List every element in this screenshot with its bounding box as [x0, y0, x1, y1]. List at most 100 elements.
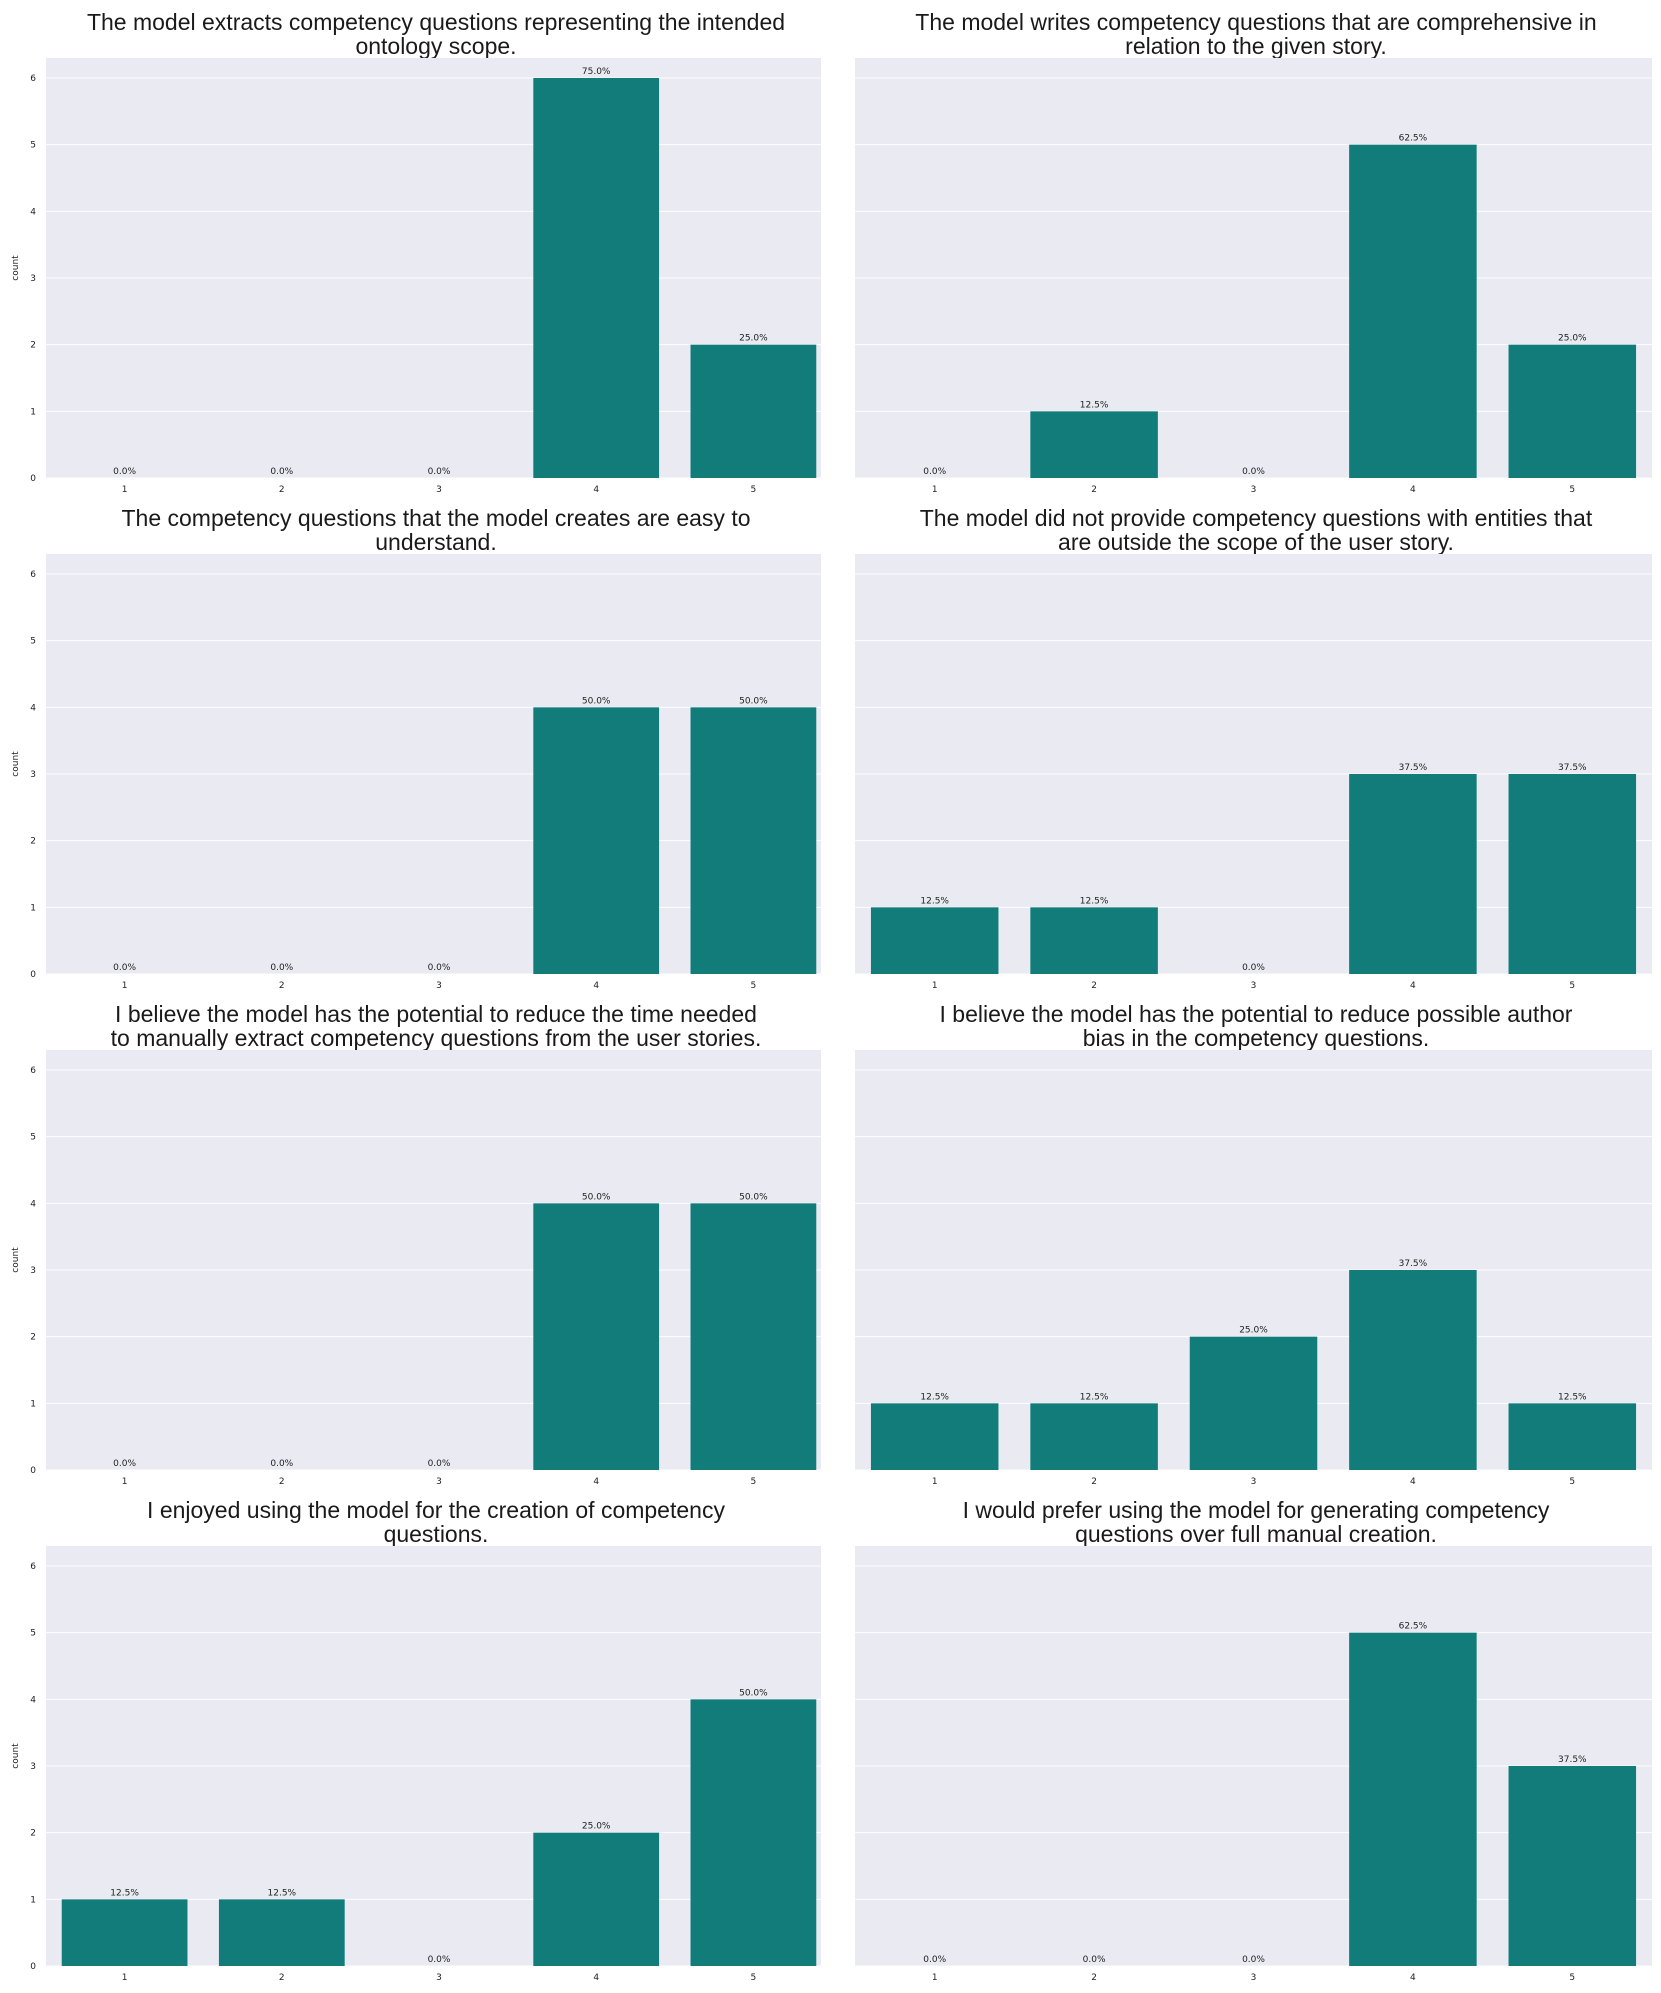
- chart-4-title: The model did not provide competency que…: [919, 505, 1593, 555]
- y-tick-label: 1: [30, 903, 36, 913]
- y-tick-label: 1: [30, 1895, 36, 1905]
- bar: [1349, 774, 1477, 974]
- x-tick-label: 5: [751, 1973, 757, 1983]
- bar-value-label: 0.0%: [270, 963, 293, 973]
- chart-2-title: The model writes competency questions th…: [915, 9, 1597, 59]
- x-tick-label: 1: [122, 485, 128, 495]
- bar: [533, 1203, 660, 1470]
- y-tick-label: 5: [30, 141, 36, 151]
- bar-value-label: 37.5%: [1558, 763, 1587, 773]
- y-tick-label: 4: [30, 703, 36, 713]
- bar-value-label: 37.5%: [1399, 1259, 1428, 1269]
- y-tick-label: 0: [30, 1962, 36, 1972]
- x-tick-label: 5: [1569, 1973, 1575, 1983]
- bar-value-label: 0.0%: [923, 1955, 946, 1965]
- y-tick-label: 4: [30, 1695, 36, 1705]
- bar-value-label: 12.5%: [110, 1888, 139, 1898]
- y-tick-label: 4: [30, 1199, 36, 1209]
- bar: [870, 1403, 999, 1470]
- x-tick-label: 2: [1091, 981, 1097, 991]
- chart-1-title: The model extracts competency questions …: [86, 9, 786, 59]
- bar-value-label: 75.0%: [582, 67, 611, 77]
- x-tick-label: 4: [1410, 485, 1416, 495]
- bar-value-label: 0.0%: [113, 467, 136, 477]
- y-tick-label: 5: [30, 1133, 36, 1143]
- x-tick-label: 4: [593, 1477, 599, 1487]
- y-tick-label: 0: [30, 474, 36, 484]
- x-tick-label: 1: [122, 981, 128, 991]
- chart-1-plot: 0 1 2 3 4 5 6 count 0.0% 1 0.0% 2 0.0% 3 75.0% 4 25.0% 5: [11, 58, 821, 495]
- bar-value-label: 50.0%: [739, 1688, 768, 1698]
- x-tick-label: 4: [593, 1973, 599, 1983]
- bar: [218, 1899, 345, 1966]
- bar-value-label: 50.0%: [739, 1192, 768, 1202]
- chart-8-title: I would prefer using the model for gener…: [962, 1497, 1550, 1547]
- x-tick-label: 5: [1569, 485, 1575, 495]
- y-axis-label: count: [11, 1247, 21, 1273]
- y-tick-label: 3: [30, 1266, 36, 1276]
- bar: [1508, 774, 1637, 974]
- y-tick-label: 4: [30, 207, 36, 217]
- y-tick-label: 6: [30, 570, 36, 580]
- bar: [1349, 1632, 1477, 1966]
- bar-value-label: 50.0%: [582, 696, 611, 706]
- x-tick-label: 2: [279, 1973, 285, 1983]
- y-tick-label: 0: [30, 1466, 36, 1476]
- x-tick-label: 5: [1569, 1477, 1575, 1487]
- bar: [1349, 1270, 1477, 1470]
- bar-value-label: 0.0%: [428, 467, 451, 477]
- y-tick-label: 2: [30, 1829, 36, 1839]
- bar-value-label: 25.0%: [739, 334, 768, 344]
- x-tick-label: 3: [1251, 1477, 1257, 1487]
- y-tick-label: 1: [30, 407, 36, 417]
- y-tick-label: 1: [30, 1399, 36, 1409]
- chart-6-title: I believe the model has the potential to…: [939, 1001, 1573, 1051]
- bar: [1030, 1403, 1158, 1470]
- bar: [1508, 1403, 1637, 1470]
- bar-value-label: 25.0%: [582, 1822, 611, 1832]
- chart-5-plot: 0 1 2 3 4 5 6 count 0.0% 1 0.0% 2 0.0% 3 50.0% 4 50.0% 5: [11, 1050, 821, 1487]
- x-tick-label: 1: [932, 1973, 938, 1983]
- y-tick-label: 6: [30, 1562, 36, 1572]
- bar-value-label: 25.0%: [1558, 334, 1587, 344]
- bar: [1508, 1766, 1637, 1966]
- y-tick-label: 5: [30, 1629, 36, 1639]
- chart-3-title: The competency questions that the model …: [121, 505, 751, 555]
- bar-value-label: 0.0%: [1242, 1955, 1265, 1965]
- bar: [1508, 344, 1637, 478]
- x-tick-label: 5: [1569, 981, 1575, 991]
- bar-value-label: 50.0%: [739, 696, 768, 706]
- y-tick-label: 2: [30, 837, 36, 847]
- bar-value-label: 37.5%: [1558, 1755, 1587, 1765]
- bar-value-label: 12.5%: [1080, 896, 1109, 906]
- chart-7-plot: 0 1 2 3 4 5 6 count 12.5% 1 12.5% 2 0.0% 3 25.0% 4 50.0%…: [11, 1546, 821, 1983]
- bar-value-label: 12.5%: [1558, 1392, 1587, 1402]
- bar: [533, 78, 660, 478]
- bar-value-label: 0.0%: [113, 963, 136, 973]
- x-tick-label: 4: [1410, 981, 1416, 991]
- y-tick-label: 5: [30, 637, 36, 647]
- y-tick-label: 2: [30, 341, 36, 351]
- x-tick-label: 5: [751, 1477, 757, 1487]
- x-tick-label: 4: [1410, 1477, 1416, 1487]
- chart-7-title: I enjoyed using the model for the creati…: [147, 1497, 725, 1547]
- bar-value-label: 12.5%: [268, 1888, 297, 1898]
- bar-value-label: 62.5%: [1399, 134, 1428, 144]
- bar-value-label: 12.5%: [920, 896, 949, 906]
- bar: [870, 907, 999, 974]
- y-tick-label: 3: [30, 1762, 36, 1772]
- bar-value-label: 0.0%: [1242, 467, 1265, 477]
- x-tick-label: 4: [1410, 1973, 1416, 1983]
- x-tick-label: 4: [593, 485, 599, 495]
- x-tick-label: 3: [1251, 981, 1257, 991]
- bar: [1349, 144, 1477, 478]
- y-tick-label: 6: [30, 74, 36, 84]
- x-tick-label: 1: [122, 1477, 128, 1487]
- x-tick-label: 2: [279, 981, 285, 991]
- bar-value-label: 0.0%: [428, 1459, 451, 1469]
